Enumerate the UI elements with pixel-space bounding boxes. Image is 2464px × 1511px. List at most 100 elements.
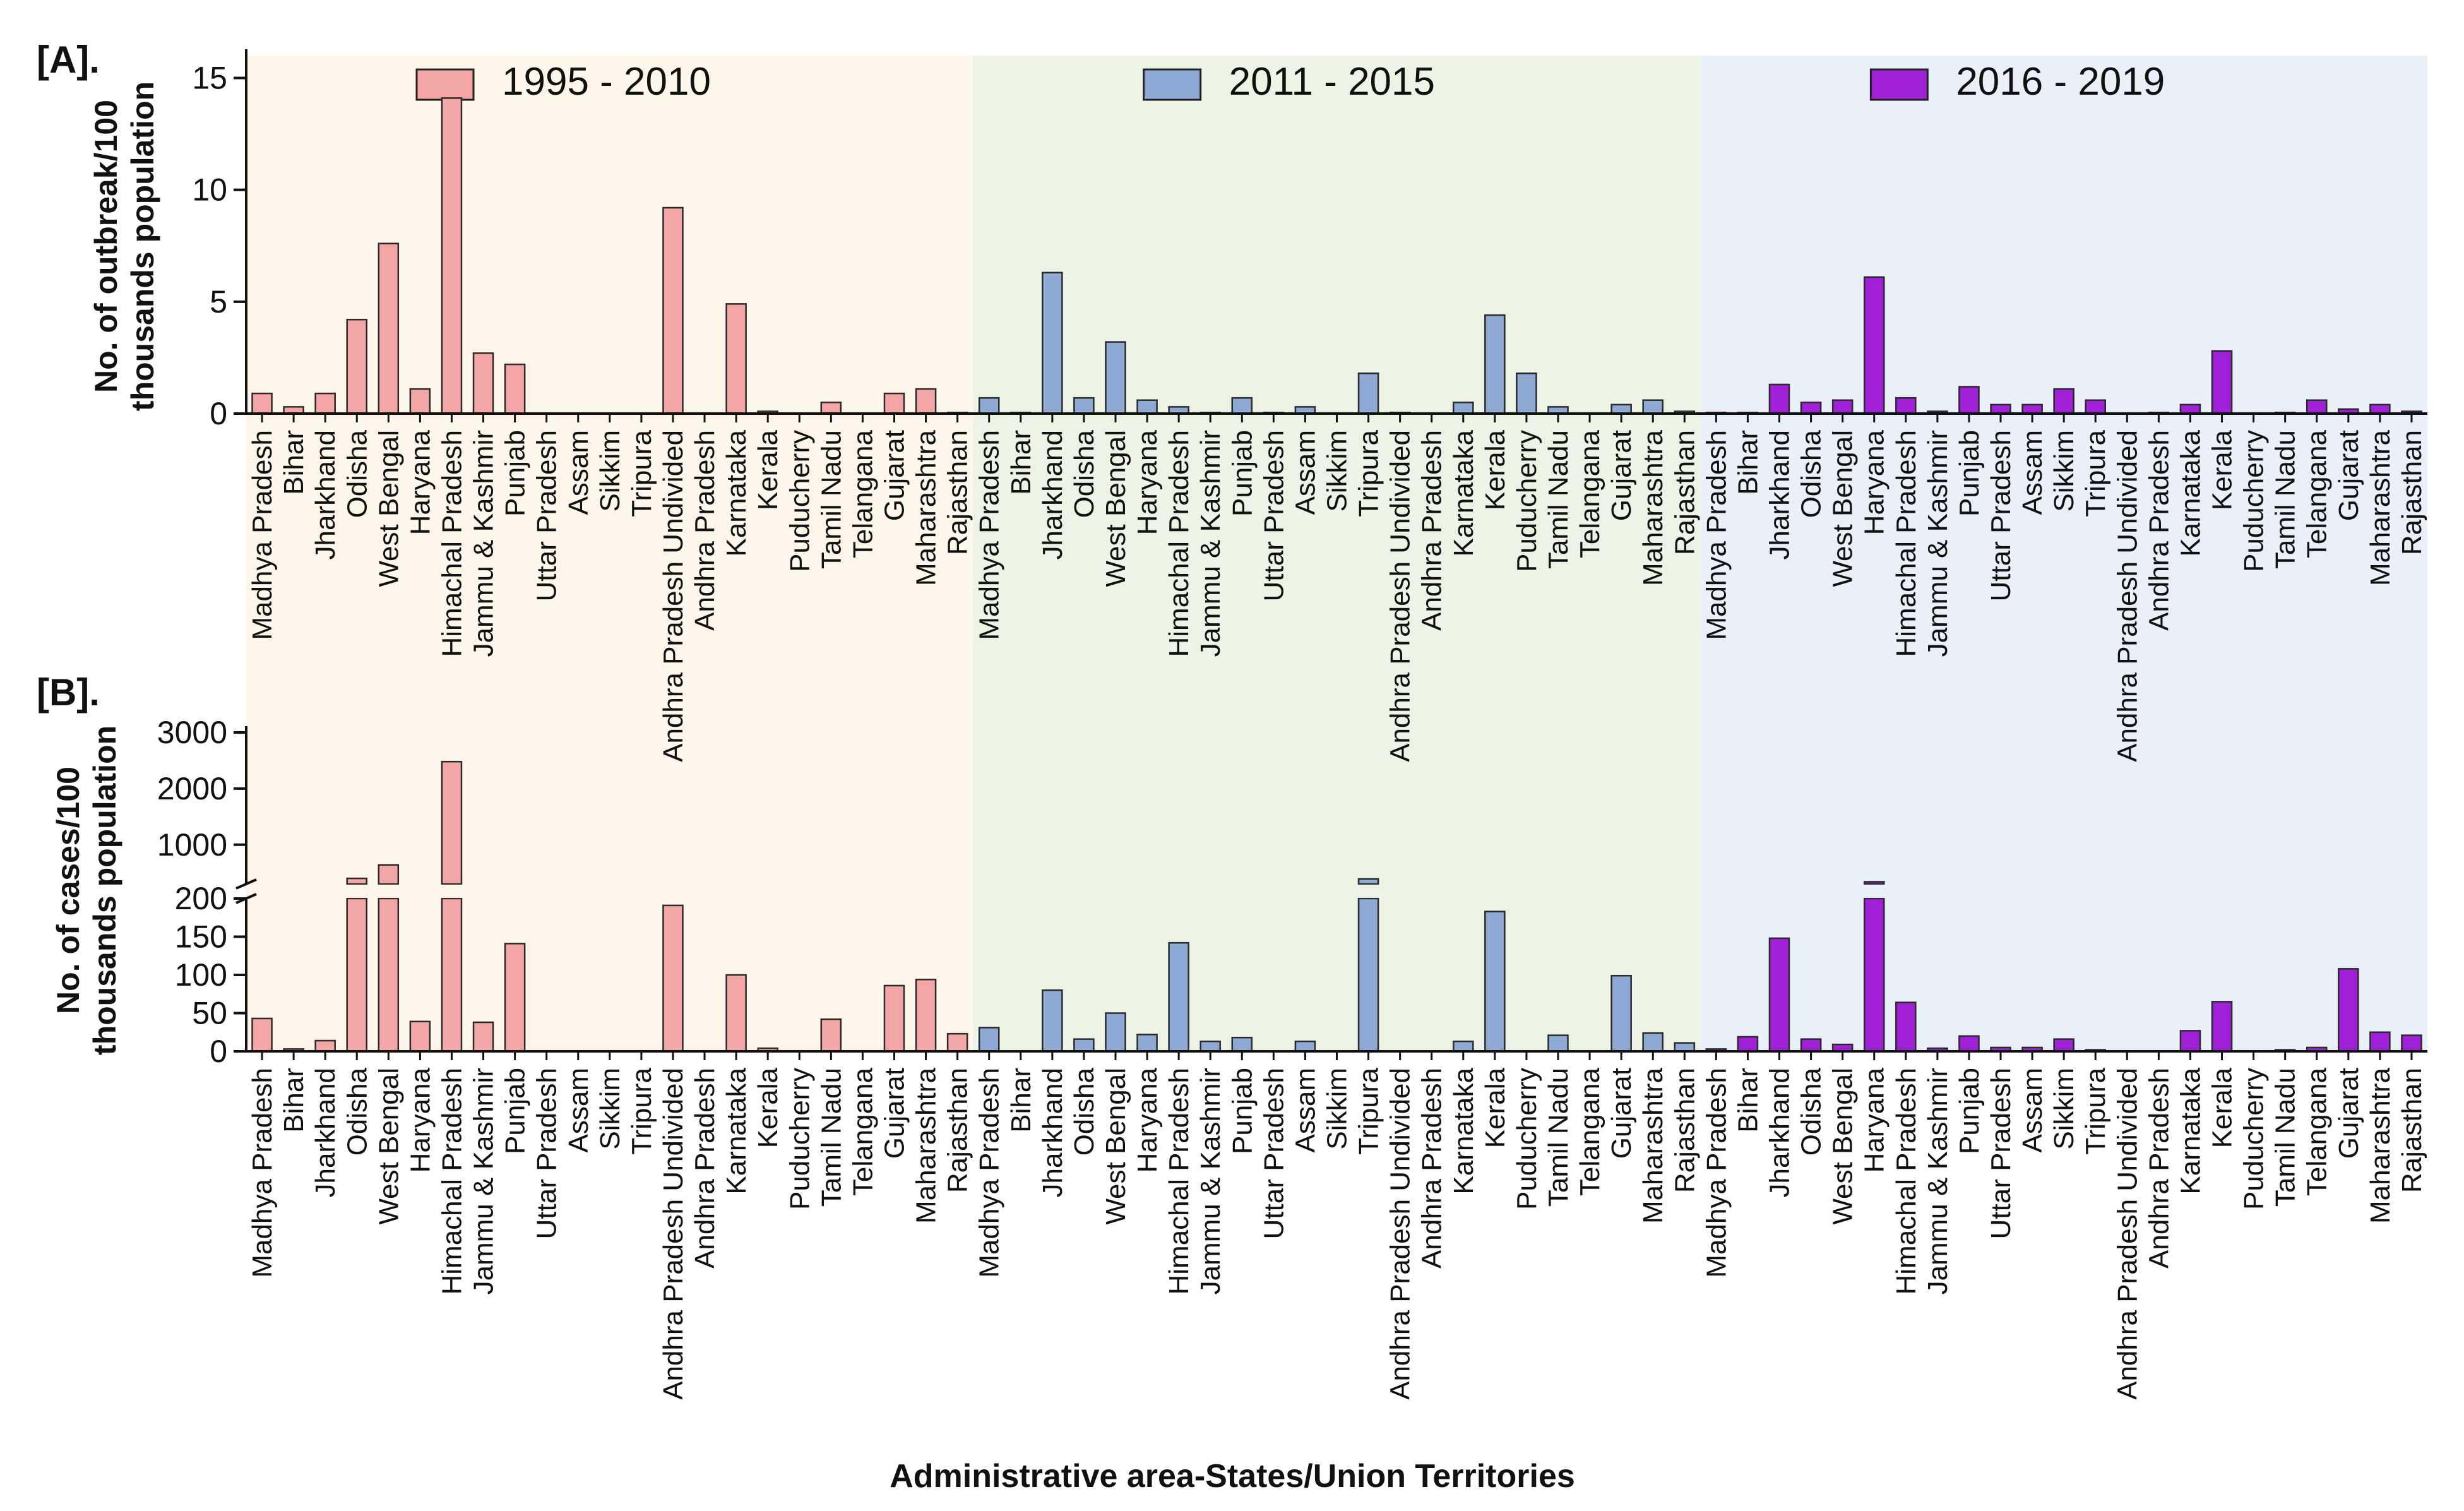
panel-a-category-label-1-sikkim: Sikkim xyxy=(595,430,626,512)
panel-a-category-label-1-andhra-pradesh-undivided: Andhra Pradesh Undivided xyxy=(658,430,689,762)
panel-a-category-label-2-west-bengal: West Bengal xyxy=(1100,430,1131,587)
panel-b-category-label-1-punjab: Punjab xyxy=(500,1068,531,1154)
panel-b-category-label-1-maharashtra: Maharashtra xyxy=(911,1067,942,1224)
panel-b-category-label-3-west-bengal: West Bengal xyxy=(1828,1068,1859,1225)
panel-b-category-label-2-jharkhand: Jharkhand xyxy=(1037,1068,1068,1197)
panel-b-category-label-3-telangana: Telangana xyxy=(2302,1067,2333,1196)
panel-a-ytick-label-5: 5 xyxy=(210,284,227,320)
bar-b-2-madhya-pradesh xyxy=(978,1027,1000,1053)
bar-b-2-assam xyxy=(1294,1041,1316,1053)
bar-b-3-kerala xyxy=(2211,1001,2233,1053)
panel-b-ytick-label-200: 200 xyxy=(175,881,227,916)
panel-a-category-label-2-assam: Assam xyxy=(1290,430,1321,515)
panel-b-category-label-3-haryana: Haryana xyxy=(1859,1067,1890,1173)
bar-a-2-kerala xyxy=(1484,314,1506,415)
bar-a-1-punjab xyxy=(504,363,526,415)
bar-b-2-tripura-lower xyxy=(1357,897,1379,1053)
bar-b-3-karnataka xyxy=(2179,1030,2201,1053)
bar-a-1-jammu-kashmir xyxy=(472,352,494,415)
panel-a-category-label-3-andhra-pradesh-undivided: Andhra Pradesh Undivided xyxy=(2112,430,2143,762)
panel-a-category-label-1-telangana: Telangana xyxy=(847,429,878,558)
bar-b-2-karnataka xyxy=(1453,1041,1474,1053)
panel-a-category-label-1-puducherry: Puducherry xyxy=(784,430,815,572)
panel-b-category-label-3-maharashtra: Maharashtra xyxy=(2365,1067,2396,1224)
bar-b-2-tripura-upper xyxy=(1357,878,1379,885)
panel-a-label: [A]. xyxy=(37,39,100,81)
panel-a-category-label-3-tripura: Tripura xyxy=(2080,429,2111,517)
bar-b-3-punjab xyxy=(1958,1035,1980,1053)
bar-b-3-himachal-pradesh xyxy=(1895,1001,1917,1053)
panel-a-category-label-3-bihar: Bihar xyxy=(1732,430,1763,495)
panel-a-category-label-1-odisha: Odisha xyxy=(342,429,372,518)
panel-b-category-label-2-madhya-pradesh: Madhya Pradesh xyxy=(974,1068,1005,1278)
panel-b-category-label-2-punjab: Punjab xyxy=(1227,1068,1258,1154)
panel-a-category-label-3-madhya-pradesh: Madhya Pradesh xyxy=(1701,430,1732,640)
panel-b-category-label-2-karnataka: Karnataka xyxy=(1448,1067,1479,1194)
category-labels: Madhya Pradesh Bihar Jharkhand Odisha West B… xyxy=(247,429,2427,1399)
panel-b-category-label-1-odisha: Odisha xyxy=(342,1067,372,1156)
panel-a-ylabel-line1: No. of outbreak/100 xyxy=(88,100,124,393)
bar-b-1-andhra-pradesh-undivided xyxy=(662,904,684,1053)
bar-a-3-himachal-pradesh xyxy=(1895,397,1917,415)
panel-a-category-label-2-tamil-nadu: Tamil Nadu xyxy=(1543,430,1574,569)
bar-a-1-tamil-nadu xyxy=(820,402,842,415)
panel-a-category-label-2-haryana: Haryana xyxy=(1132,429,1163,535)
panel-a-category-label-2-karnataka: Karnataka xyxy=(1448,429,1479,556)
panel-b-category-label-3-andhra-pradesh-undivided: Andhra Pradesh Undivided xyxy=(2112,1068,2143,1400)
bar-b-1-odisha-upper xyxy=(346,877,368,885)
panel-a-category-label-3-sikkim: Sikkim xyxy=(2049,430,2080,512)
bar-a-3-assam xyxy=(2021,403,2043,415)
legend-swatch-2 xyxy=(1143,68,1202,101)
bar-b-3-rajasthan xyxy=(2401,1034,2422,1053)
group-background-2 xyxy=(973,56,1701,1051)
panel-b-category-label-1-andhra-pradesh: Andhra Pradesh xyxy=(689,1068,720,1269)
bar-a-3-jharkhand xyxy=(1768,383,1790,415)
panel-b-category-label-2-kerala: Kerala xyxy=(1480,1067,1511,1148)
panel-a-category-label-3-telangana: Telangana xyxy=(2302,429,2333,558)
panel-b-category-label-2-west-bengal: West Bengal xyxy=(1100,1068,1131,1225)
bar-a-2-odisha xyxy=(1073,397,1095,415)
panel-a-category-label-2-sikkim: Sikkim xyxy=(1322,430,1353,512)
x-axis-title: Administrative area-States/Union Territo… xyxy=(890,1458,1575,1495)
panel-b-category-label-1-jammu-kashmir: Jammu & Kashmir xyxy=(468,1068,499,1294)
panel-a-category-label-3-rajasthan: Rajasthan xyxy=(2396,430,2427,555)
panel-b-category-label-2-maharashtra: Maharashtra xyxy=(1638,1067,1669,1224)
panel-b-category-label-2-gujarat: Gujarat xyxy=(1606,1068,1637,1159)
panel-a-category-label-3-karnataka: Karnataka xyxy=(2175,429,2206,556)
panel-b-category-label-2-telangana: Telangana xyxy=(1574,1067,1605,1196)
panel-a-category-label-3-jharkhand: Jharkhand xyxy=(1765,430,1795,559)
panel-b-ytick-label-2000: 2000 xyxy=(157,771,227,806)
bar-b-3-sikkim xyxy=(2053,1038,2074,1053)
bar-b-2-odisha xyxy=(1073,1038,1095,1053)
bar-b-1-himachal-pradesh xyxy=(439,760,463,1053)
bar-a-2-haryana xyxy=(1136,399,1158,415)
panel-a-category-label-1-himachal-pradesh: Himachal Pradesh xyxy=(436,430,467,657)
panel-b-ytick-label-150: 150 xyxy=(175,919,227,955)
panel-b-category-label-1-tamil-nadu: Tamil Nadu xyxy=(816,1068,847,1207)
panel-b-category-label-1-jharkhand: Jharkhand xyxy=(310,1068,341,1197)
bar-b-1-haryana xyxy=(409,1020,431,1053)
bar-a-1-himachal-pradesh xyxy=(441,97,463,415)
panel-b-category-label-2-rajasthan: Rajasthan xyxy=(1669,1068,1700,1193)
panel-a-category-label-3-jammu-kashmir: Jammu & Kashmir xyxy=(1922,430,1953,657)
panel-a-category-label-2-jharkhand: Jharkhand xyxy=(1037,430,1068,559)
panel-a-category-label-1-assam: Assam xyxy=(563,430,594,515)
panel-a-category-label-2-andhra-pradesh-undivided: Andhra Pradesh Undivided xyxy=(1385,430,1416,762)
panel-a-category-label-1-punjab: Punjab xyxy=(500,430,531,517)
panel-a-category-label-2-bihar: Bihar xyxy=(1006,430,1037,495)
panel-b-category-label-3-rajasthan: Rajasthan xyxy=(2396,1068,2427,1193)
panel-a-category-label-1-jharkhand: Jharkhand xyxy=(310,430,341,559)
legend-label-3: 2016 - 2019 xyxy=(1956,60,2165,104)
panel-a-category-label-1-andhra-pradesh: Andhra Pradesh xyxy=(689,430,720,631)
bar-b-2-maharashtra xyxy=(1642,1032,1663,1053)
panel-b-ytick-label-100: 100 xyxy=(175,957,227,993)
panel-a-category-label-2-madhya-pradesh: Madhya Pradesh xyxy=(974,430,1005,640)
bar-b-3-maharashtra xyxy=(2369,1031,2391,1053)
panel-a-category-label-1-madhya-pradesh: Madhya Pradesh xyxy=(247,430,278,640)
bar-a-1-gujarat xyxy=(883,392,905,415)
bar-a-1-haryana xyxy=(409,388,431,415)
panel-b-category-label-2-uttar-pradesh: Uttar Pradesh xyxy=(1258,1068,1289,1239)
bar-a-1-andhra-pradesh-undivided xyxy=(662,206,684,415)
panel-a-category-label-2-puducherry: Puducherry xyxy=(1511,430,1542,572)
